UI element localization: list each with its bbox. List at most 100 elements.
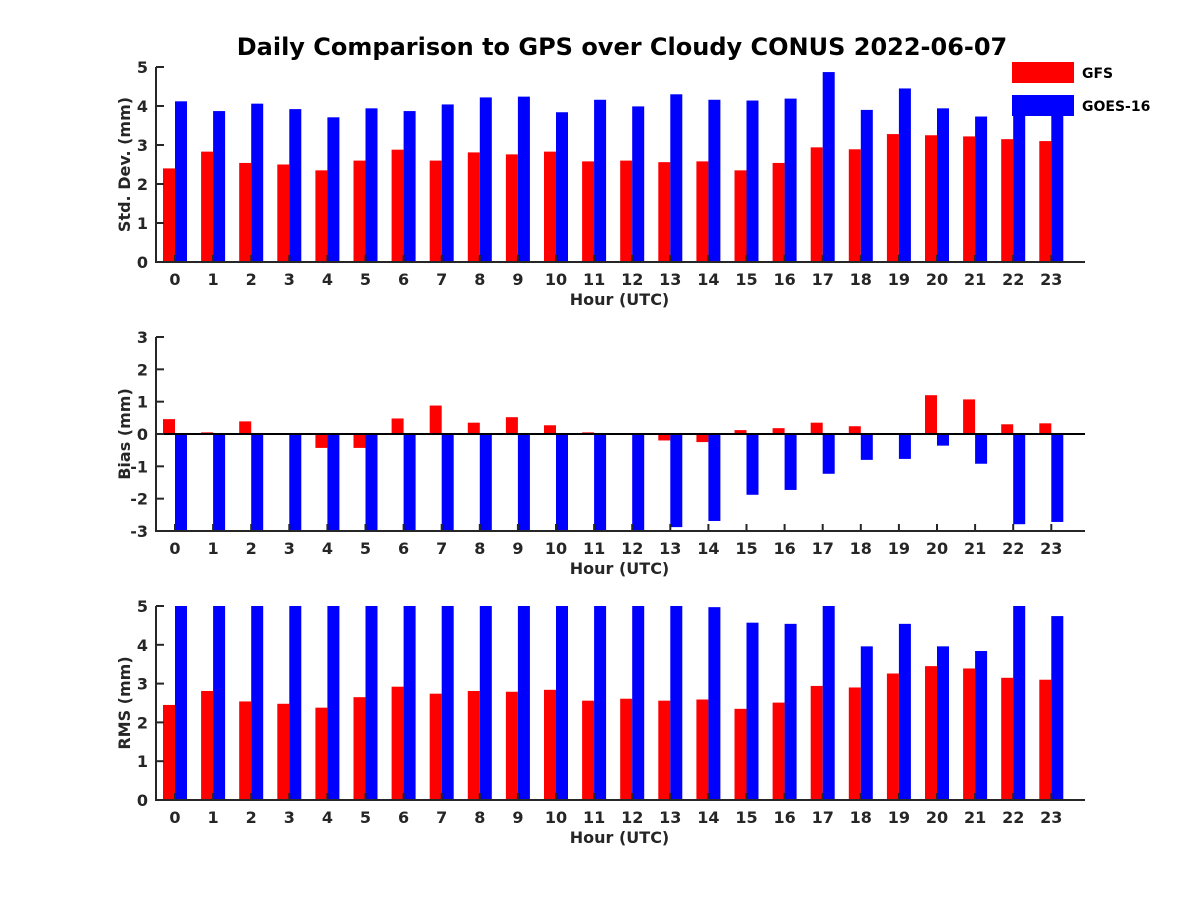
bar-goes-16-hour-14 bbox=[708, 607, 721, 800]
bar-goes-16-hour-11 bbox=[594, 606, 607, 800]
bar-goes-16-hour-21 bbox=[975, 434, 988, 464]
y-tick-label: -3 bbox=[130, 522, 148, 541]
x-tick-label: 14 bbox=[697, 808, 719, 827]
bar-goes-16-hour-20 bbox=[937, 108, 949, 262]
x-tick-label: 16 bbox=[773, 539, 795, 558]
bar-goes-16-hour-20 bbox=[937, 646, 949, 800]
bar-gfs-hour-23 bbox=[1039, 679, 1052, 800]
x-tick-label: 2 bbox=[246, 808, 257, 827]
bar-gfs-hour-10 bbox=[544, 689, 556, 800]
x-tick-label: 12 bbox=[621, 539, 643, 558]
x-tick-label: 18 bbox=[850, 808, 872, 827]
bar-gfs-hour-13 bbox=[658, 700, 671, 800]
bar-gfs-hour-15 bbox=[734, 708, 747, 800]
bar-gfs-hour-6 bbox=[391, 686, 404, 800]
x-tick-label: 1 bbox=[208, 539, 219, 558]
bar-gfs-hour-13 bbox=[658, 162, 671, 262]
x-axis-label: Hour (UTC) bbox=[570, 290, 670, 309]
bar-goes-16-hour-2 bbox=[251, 103, 264, 262]
y-tick-label: 5 bbox=[137, 597, 148, 616]
bar-gfs-hour-17 bbox=[810, 685, 823, 800]
bar-gfs-hour-20 bbox=[925, 666, 937, 800]
bar-gfs-hour-14 bbox=[696, 434, 709, 443]
x-tick-label: 16 bbox=[773, 270, 795, 289]
x-tick-label: 13 bbox=[659, 808, 681, 827]
y-axis-label: Bias (mm) bbox=[115, 388, 134, 480]
bar-goes-16-hour-10 bbox=[556, 606, 568, 800]
x-tick-label: 23 bbox=[1040, 808, 1062, 827]
bar-gfs-hour-22 bbox=[1001, 677, 1014, 800]
x-tick-label: 7 bbox=[436, 808, 447, 827]
bar-gfs-hour-14 bbox=[696, 699, 709, 800]
bar-goes-16-hour-18 bbox=[860, 109, 873, 263]
x-tick-label: 15 bbox=[735, 808, 757, 827]
bar-goes-16-hour-16 bbox=[784, 434, 797, 490]
bar-goes-16-hour-2 bbox=[251, 434, 264, 531]
bar-gfs-hour-11 bbox=[582, 161, 595, 262]
bar-gfs-hour-14 bbox=[696, 161, 709, 262]
bar-goes-16-hour-17 bbox=[822, 72, 835, 262]
bar-goes-16-hour-4 bbox=[327, 606, 340, 800]
bar-goes-16-hour-8 bbox=[479, 97, 492, 262]
bar-gfs-hour-9 bbox=[505, 154, 518, 262]
x-tick-label: 15 bbox=[735, 270, 757, 289]
bar-goes-16-hour-1 bbox=[213, 606, 226, 800]
bar-goes-16-hour-6 bbox=[403, 606, 416, 800]
x-tick-label: 6 bbox=[398, 808, 409, 827]
bar-gfs-hour-2 bbox=[239, 421, 252, 434]
bar-goes-16-hour-19 bbox=[898, 88, 911, 262]
bar-goes-16-hour-6 bbox=[403, 434, 416, 531]
bar-goes-16-hour-19 bbox=[898, 623, 911, 800]
x-tick-label: 11 bbox=[583, 539, 605, 558]
bar-gfs-hour-22 bbox=[1001, 139, 1014, 262]
x-tick-label: 2 bbox=[246, 539, 257, 558]
bar-gfs-hour-18 bbox=[848, 149, 861, 262]
x-tick-label: 0 bbox=[169, 808, 180, 827]
x-tick-label: 8 bbox=[474, 808, 485, 827]
x-tick-label: 3 bbox=[284, 270, 295, 289]
bar-goes-16-hour-23 bbox=[1051, 106, 1064, 262]
x-tick-label: 14 bbox=[697, 539, 719, 558]
x-tick-label: 14 bbox=[697, 270, 719, 289]
bar-goes-16-hour-12 bbox=[632, 106, 645, 262]
legend-swatch-goes-16 bbox=[1012, 95, 1074, 116]
bar-gfs-hour-0 bbox=[163, 419, 175, 434]
bar-gfs-hour-15 bbox=[734, 170, 747, 262]
bar-goes-16-hour-21 bbox=[975, 116, 988, 262]
y-tick-label: 3 bbox=[137, 328, 148, 347]
x-axis-label: Hour (UTC) bbox=[570, 828, 670, 847]
x-tick-label: 8 bbox=[474, 539, 485, 558]
bar-goes-16-hour-10 bbox=[556, 112, 568, 263]
x-tick-label: 20 bbox=[926, 270, 948, 289]
bar-goes-16-hour-13 bbox=[670, 94, 683, 262]
x-tick-label: 10 bbox=[545, 808, 567, 827]
bar-gfs-hour-6 bbox=[391, 149, 404, 262]
bar-gfs-hour-4 bbox=[315, 170, 328, 262]
y-tick-label: 5 bbox=[137, 58, 148, 77]
x-tick-label: 1 bbox=[208, 808, 219, 827]
bar-goes-16-hour-18 bbox=[860, 646, 873, 800]
x-tick-label: 21 bbox=[964, 270, 986, 289]
bar-gfs-hour-0 bbox=[163, 168, 175, 262]
bar-gfs-hour-19 bbox=[886, 134, 899, 262]
y-axis-label: Std. Dev. (mm) bbox=[115, 97, 134, 232]
bar-goes-16-hour-14 bbox=[708, 434, 721, 521]
bar-gfs-hour-15 bbox=[734, 430, 747, 434]
bar-gfs-hour-17 bbox=[810, 422, 823, 434]
bar-goes-16-hour-11 bbox=[594, 99, 607, 262]
bar-goes-16-hour-18 bbox=[860, 434, 873, 460]
bar-goes-16-hour-16 bbox=[784, 623, 797, 800]
x-tick-label: 20 bbox=[926, 539, 948, 558]
bar-goes-16-hour-7 bbox=[441, 104, 454, 262]
y-tick-label: 1 bbox=[137, 393, 148, 412]
bar-gfs-hour-2 bbox=[239, 162, 252, 262]
x-tick-label: 22 bbox=[1002, 808, 1024, 827]
x-tick-label: 8 bbox=[474, 270, 485, 289]
bar-gfs-hour-7 bbox=[429, 693, 442, 800]
legend-label: GFS bbox=[1082, 66, 1113, 82]
bar-gfs-hour-9 bbox=[505, 691, 518, 800]
x-tick-label: 6 bbox=[398, 270, 409, 289]
legend-label: GOES-16 bbox=[1082, 99, 1150, 115]
x-axis-label: Hour (UTC) bbox=[570, 559, 670, 578]
